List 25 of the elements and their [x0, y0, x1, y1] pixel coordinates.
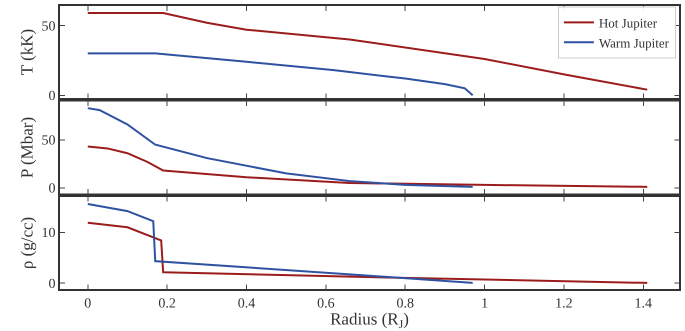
legend-label: Hot Jupiter [598, 15, 658, 30]
x-tick-label: 1.4 [634, 296, 652, 312]
y-axis-title: P (Mbar) [18, 116, 36, 178]
x-tick-label: 0.6 [317, 296, 335, 312]
x-tick-label: 1 [481, 296, 488, 312]
x-tick-label: 0 [84, 296, 92, 312]
line-series [86, 107, 474, 188]
x-tick-label: 0.2 [158, 296, 176, 312]
y-tick-label: 50 [41, 134, 56, 149]
line-series [86, 146, 648, 188]
y-tick-label: 0 [48, 89, 56, 104]
x-tick-label: 0.8 [396, 296, 414, 312]
legend-label: Warm Jupiter [598, 35, 670, 50]
y-axis-title: ρ (g/cc) [18, 216, 36, 270]
line-series [86, 52, 474, 96]
y-tick-label: 10 [41, 226, 56, 242]
line-series [86, 222, 648, 284]
y-tick-label: 0 [48, 276, 56, 292]
x-axis-title: Radius (R$_{J}$) [330, 309, 409, 331]
y-tick-label: 50 [41, 19, 56, 34]
line-series [86, 203, 474, 284]
y-tick-label: 0 [48, 182, 56, 197]
y-axis-title: T (kK) [18, 28, 36, 76]
x-tick-label: 0.4 [238, 296, 256, 312]
x-tick-label: 1.2 [555, 296, 573, 312]
